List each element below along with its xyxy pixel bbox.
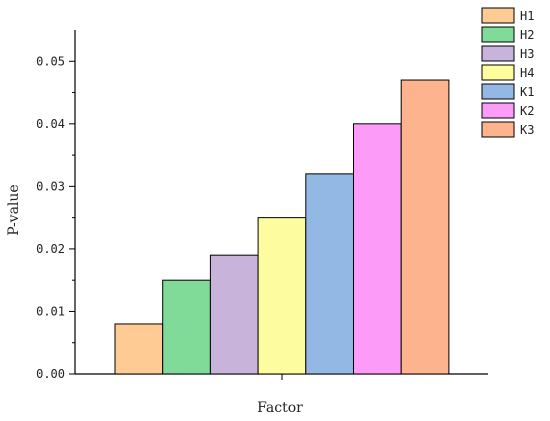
plot-area: 0.00 0.01 0.02 0.03 0.04 0.05 [36, 30, 488, 381]
bar-h4 [257, 217, 307, 375]
bar-k2 [353, 123, 402, 375]
legend-label-k1: K1 [520, 85, 534, 99]
bar-k1 [305, 173, 354, 375]
y-tick-label: 0.02 [36, 242, 65, 256]
legend-swatch-k2 [481, 102, 515, 119]
y-tick-label: 0.04 [36, 117, 65, 131]
legend: H1 H2 H3 H4 K1 K2 K3 [481, 7, 534, 138]
legend-swatch-k1 [481, 83, 515, 100]
legend-swatch-h2 [481, 26, 515, 43]
legend-label-k2: K2 [520, 104, 534, 118]
legend-swatch-h4 [481, 64, 515, 81]
bar-h1 [114, 323, 164, 375]
y-axis-title: P-value [6, 184, 22, 235]
legend-label-h3: H3 [520, 47, 534, 61]
legend-label-h4: H4 [520, 66, 534, 80]
legend-swatch-h1 [481, 7, 515, 24]
bar-h2 [162, 279, 211, 375]
legend-label-h1: H1 [520, 9, 534, 23]
y-tick-label: 0.03 [36, 179, 65, 193]
legend-swatch-h3 [481, 45, 515, 62]
legend-label-k3: K3 [520, 123, 534, 137]
bar-h3 [209, 254, 259, 375]
y-tick-label: 0.00 [36, 367, 65, 381]
legend-label-h2: H2 [520, 28, 534, 42]
bar-k3 [400, 79, 450, 375]
legend-swatch-k3 [481, 121, 515, 138]
x-axis-title: Factor [257, 400, 303, 416]
y-tick-label: 0.01 [36, 304, 65, 318]
y-tick-label: 0.05 [36, 54, 65, 68]
